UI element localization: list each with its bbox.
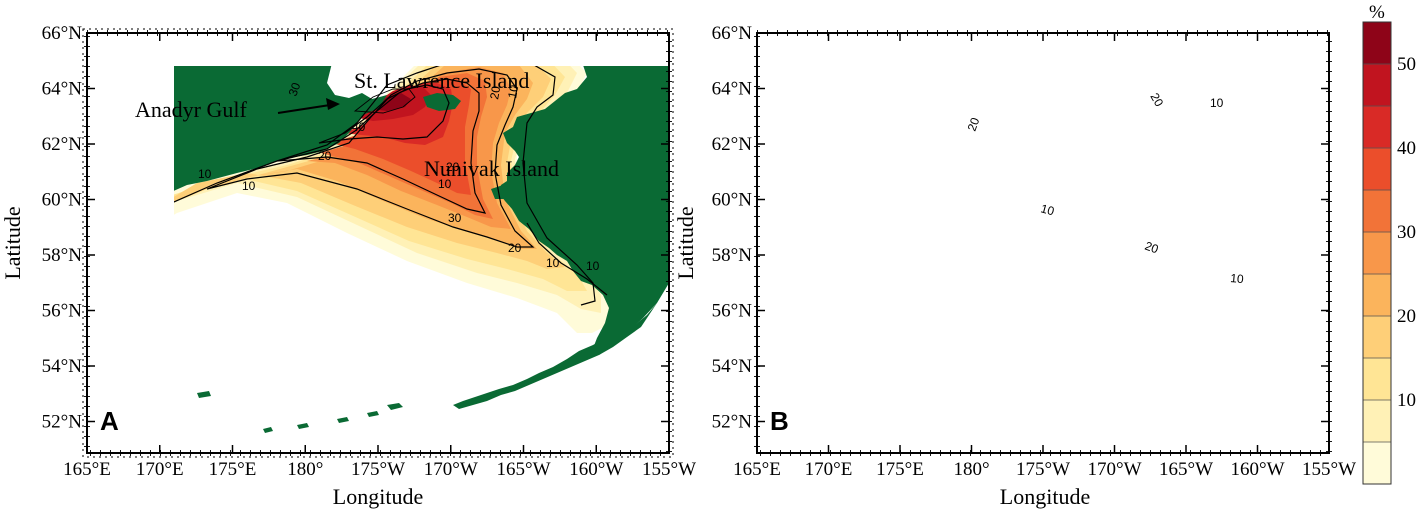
x-tick-label: 165°W	[496, 459, 550, 480]
colorbar-tick-label: 50	[1397, 54, 1416, 75]
colorbar-tick-label: 10	[1397, 390, 1416, 411]
colorbar-swatch	[1363, 316, 1391, 359]
panel-letter: A	[100, 406, 119, 436]
colorbar-swatch	[1363, 64, 1391, 107]
y-tick-label: 62°N	[712, 134, 753, 155]
x-tick-label: 175°E	[209, 459, 257, 480]
panel-b: 20 20 10 10 20 10 B 165°E 170°E 175°E 180° 1…	[673, 23, 1356, 509]
y-tick-label: 64°N	[712, 79, 753, 100]
contour-label: 10	[1039, 201, 1056, 218]
panel-letter: B	[770, 406, 789, 436]
y-tick-label: 64°N	[42, 79, 83, 100]
x-tick-label: 180°	[953, 459, 989, 480]
contour-label: 20	[487, 85, 503, 101]
y-tick-label: 62°N	[42, 134, 83, 155]
y-tick-label: 56°N	[42, 301, 83, 322]
contour-label: 10	[586, 259, 600, 273]
y-tick-label: 54°N	[42, 356, 83, 377]
arrow-icon	[277, 98, 340, 114]
contour-label: 10	[198, 167, 212, 181]
y-tick-label: 56°N	[712, 301, 753, 322]
panel-a: 30 40 20 10 10 20 30 20 10 10 10 20 10 A…	[0, 23, 696, 509]
contour-label: 10	[1210, 96, 1224, 110]
colorbar-tick-label: 30	[1397, 222, 1416, 243]
colorbar-tick-label: 40	[1397, 138, 1416, 159]
x-tick-label: 175°E	[876, 459, 924, 480]
y-tick-label: 54°N	[712, 356, 753, 377]
x-tick-label: 160°W	[569, 459, 623, 480]
y-tick-label: 66°N	[712, 23, 753, 44]
contour-label: 20	[446, 160, 460, 174]
contour-label: 10	[1230, 271, 1245, 286]
y-tick-label: 58°N	[42, 245, 83, 266]
contour-label: 40	[352, 120, 366, 134]
contour-label: 20	[508, 241, 522, 255]
x-tick-label: 165°E	[733, 459, 781, 480]
y-tick-label: 66°N	[42, 23, 83, 44]
x-axis-title: Longitude	[333, 484, 423, 509]
x-tick-label: 170°E	[805, 459, 853, 480]
x-tick-label: 155°W	[1302, 459, 1356, 480]
colorbar-swatch	[1363, 22, 1391, 65]
y-tick-label: 60°N	[42, 190, 83, 211]
contour-label: 10	[546, 256, 560, 270]
contour-label: 20	[1147, 91, 1166, 110]
x-tick-label: 160°W	[1230, 459, 1284, 480]
y-axis-title: Latitude	[673, 206, 698, 279]
annotation-nunivak-island: Nunivak Island	[424, 156, 559, 181]
colorbar-swatch	[1363, 106, 1391, 149]
colorbar-swatch	[1363, 442, 1391, 485]
colorbar-swatch	[1363, 148, 1391, 191]
x-tick-label: 155°W	[642, 459, 696, 480]
colorbar: % 10 20 30 40 50	[1362, 2, 1416, 485]
annotation-anadyr-gulf: Anadyr Gulf	[135, 97, 247, 122]
contour-label: 10	[505, 84, 521, 100]
x-tick-label: 165°W	[1159, 459, 1213, 480]
y-tick-label: 52°N	[42, 412, 83, 433]
x-tick-label: 175°W	[1016, 459, 1070, 480]
contour-label: 20	[318, 149, 332, 163]
contour-label: 30	[286, 80, 304, 98]
x-tick-label: 165°E	[63, 459, 111, 480]
y-tick-label: 58°N	[712, 245, 753, 266]
x-tick-label: 170°E	[136, 459, 184, 480]
contour-label: 30	[448, 211, 462, 225]
y-tick-label: 52°N	[712, 412, 753, 433]
colorbar-tick-label: 20	[1397, 306, 1416, 327]
colorbar-swatch	[1363, 232, 1391, 275]
contour-label: 20	[965, 115, 983, 133]
x-tick-label: 180°	[287, 459, 323, 480]
x-tick-label: 175°W	[351, 459, 405, 480]
annotation-st-lawrence-island: St. Lawrence Island	[354, 68, 529, 93]
colorbar-swatch	[1363, 358, 1391, 401]
y-tick-label: 60°N	[712, 190, 753, 211]
contour-label: 10	[242, 179, 256, 193]
contour-label: 10	[438, 177, 452, 191]
y-axis-title: Latitude	[0, 206, 25, 279]
x-tick-label: 170°W	[424, 459, 478, 480]
x-axis-title: Longitude	[1000, 484, 1090, 509]
contour-label: 20	[1143, 239, 1161, 257]
colorbar-swatch	[1363, 190, 1391, 233]
colorbar-swatch	[1363, 400, 1391, 443]
x-tick-label: 170°W	[1087, 459, 1141, 480]
colorbar-swatch	[1363, 274, 1391, 317]
colorbar-unit: %	[1369, 2, 1385, 23]
